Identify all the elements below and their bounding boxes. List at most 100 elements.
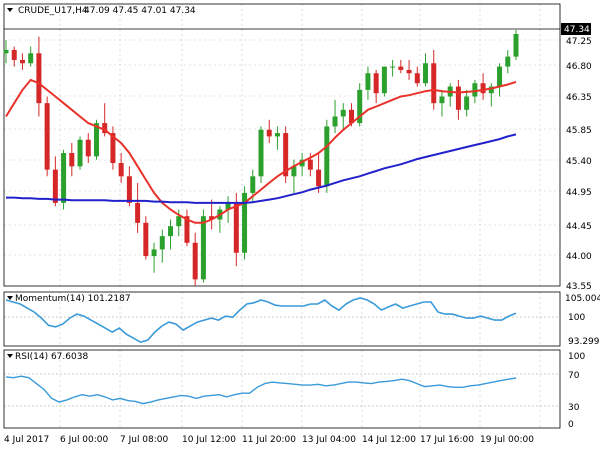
candle-body	[398, 66, 404, 70]
candle-body	[118, 163, 124, 177]
candle	[455, 79, 461, 120]
candle-body	[168, 226, 174, 237]
candle-body	[299, 159, 305, 167]
current-price-label: 47.34	[564, 25, 590, 35]
candle-body	[464, 96, 470, 110]
candle	[110, 126, 116, 170]
candle-body	[414, 73, 420, 84]
candle	[390, 59, 396, 77]
candle-body	[283, 133, 289, 177]
candle	[316, 153, 322, 193]
ohlc-readout: 47.09 47.45 47.01 47.34	[84, 6, 196, 16]
momentum-line	[5, 297, 517, 344]
time-tick: 6 Jul 00:00	[60, 435, 109, 445]
candle-body	[266, 129, 272, 137]
rsi-layer	[5, 375, 517, 405]
momentum-tick: 93.299	[568, 337, 600, 347]
slow-moving-average-line	[6, 133, 517, 204]
time-tick: 11 Jul 20:00	[242, 435, 296, 445]
candle	[118, 153, 124, 183]
price-tick: 46.80	[566, 62, 592, 72]
candle	[488, 83, 494, 107]
candle-body	[439, 96, 445, 104]
price-panel-frame	[3, 3, 561, 287]
candle	[365, 66, 371, 100]
rsi-tick: 70	[568, 371, 580, 381]
candle-body	[209, 216, 215, 220]
candle	[357, 83, 363, 127]
collapse-triangle-icon[interactable]	[7, 296, 13, 300]
candle-body	[406, 69, 412, 74]
current-price-tag	[561, 23, 591, 35]
candle-body	[357, 89, 363, 124]
price-axis: 47.25 46.80 46.35 45.85 45.40 44.95 44.4…	[566, 37, 592, 292]
candle-body	[274, 133, 280, 137]
candle-body	[250, 176, 256, 193]
candles-layer	[3, 30, 519, 286]
candle-body	[316, 169, 322, 187]
candle-body	[472, 83, 478, 97]
price-tick: 45.40	[566, 157, 592, 167]
candle-body	[85, 139, 91, 157]
candle	[373, 69, 379, 104]
candle	[233, 192, 239, 267]
candle	[36, 36, 42, 117]
candle	[200, 209, 206, 283]
time-tick: 14 Jul 12:00	[362, 435, 416, 445]
price-tick: 44.95	[566, 188, 592, 198]
candle	[11, 46, 17, 67]
candle	[406, 59, 412, 80]
candle	[135, 182, 141, 233]
candle-body	[291, 166, 297, 177]
candle-body	[497, 66, 503, 87]
candle	[414, 66, 420, 87]
candle	[439, 89, 445, 117]
collapse-triangle-icon[interactable]	[7, 354, 13, 358]
candle-body	[348, 109, 354, 124]
candle	[28, 46, 34, 67]
candle	[447, 83, 453, 107]
candle-body	[233, 202, 239, 253]
collapse-triangle-icon[interactable]	[7, 8, 13, 12]
rsi-title: RSI(14) 67.6038	[15, 352, 88, 362]
momentum-tick: 100	[568, 313, 585, 323]
candle	[340, 103, 346, 130]
candle-body	[184, 216, 190, 243]
candle-body	[176, 216, 182, 227]
candle-body	[431, 63, 437, 104]
candle	[324, 119, 330, 193]
candle	[192, 232, 198, 286]
candle	[3, 40, 9, 64]
candle	[44, 96, 50, 177]
candle-body	[77, 139, 83, 167]
candle-body	[126, 176, 132, 203]
time-tick: 19 Jul 00:00	[480, 435, 534, 445]
momentum-panel-frame	[3, 291, 561, 347]
candle-body	[19, 59, 25, 64]
grid	[4, 4, 560, 428]
fast-moving-average-line	[5, 78, 517, 224]
candle	[19, 53, 25, 70]
time-tick: 10 Jul 12:00	[182, 435, 236, 445]
candle-body	[225, 202, 231, 210]
candle	[143, 216, 149, 260]
candle	[85, 133, 91, 163]
candle	[381, 66, 387, 97]
candle-body	[135, 202, 141, 223]
candle	[126, 166, 132, 207]
candle	[332, 99, 338, 134]
candle-body	[373, 73, 379, 94]
candle	[283, 126, 289, 183]
momentum-layer	[5, 297, 517, 344]
chart-symbol: CRUDE_U17,H4	[18, 6, 88, 16]
rsi-tick: 0	[568, 420, 574, 430]
candle-body	[258, 129, 264, 177]
price-tick: 44.45	[566, 222, 592, 232]
candle-body	[3, 49, 9, 54]
candle-body	[143, 222, 149, 257]
candle-body	[340, 109, 346, 117]
candle-body	[505, 56, 511, 67]
candle-body	[110, 133, 116, 163]
candle-body	[332, 116, 338, 127]
